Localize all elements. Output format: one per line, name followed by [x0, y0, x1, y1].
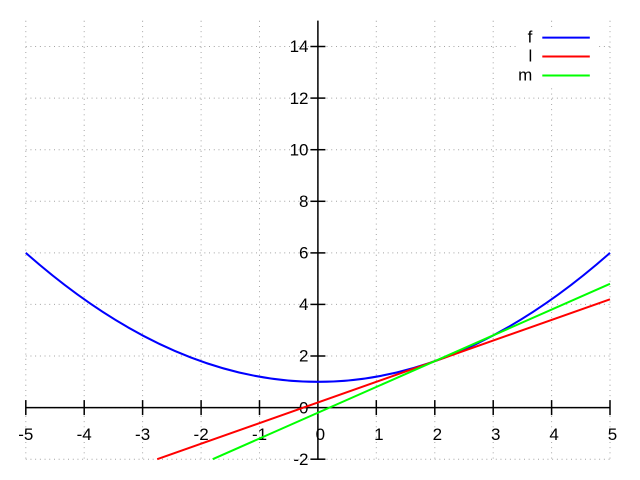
svg-text:-5: -5	[18, 425, 33, 444]
svg-text:5: 5	[608, 425, 617, 444]
svg-text:-2: -2	[194, 425, 209, 444]
svg-text:0: 0	[316, 425, 325, 444]
svg-text:2: 2	[433, 425, 442, 444]
svg-text:1: 1	[374, 425, 383, 444]
svg-text:12: 12	[290, 89, 309, 108]
svg-text:4: 4	[299, 295, 308, 314]
svg-text:8: 8	[299, 192, 308, 211]
svg-text:14: 14	[290, 37, 309, 56]
svg-text:2: 2	[299, 347, 308, 366]
svg-text:-4: -4	[77, 425, 92, 444]
svg-text:f: f	[528, 27, 533, 46]
svg-text:4: 4	[549, 425, 558, 444]
svg-text:l: l	[529, 46, 533, 65]
svg-text:m: m	[518, 66, 532, 85]
svg-text:6: 6	[299, 244, 308, 263]
svg-text:-3: -3	[135, 425, 150, 444]
svg-text:-2: -2	[293, 450, 308, 469]
svg-text:10: 10	[290, 140, 309, 159]
svg-text:3: 3	[491, 425, 500, 444]
